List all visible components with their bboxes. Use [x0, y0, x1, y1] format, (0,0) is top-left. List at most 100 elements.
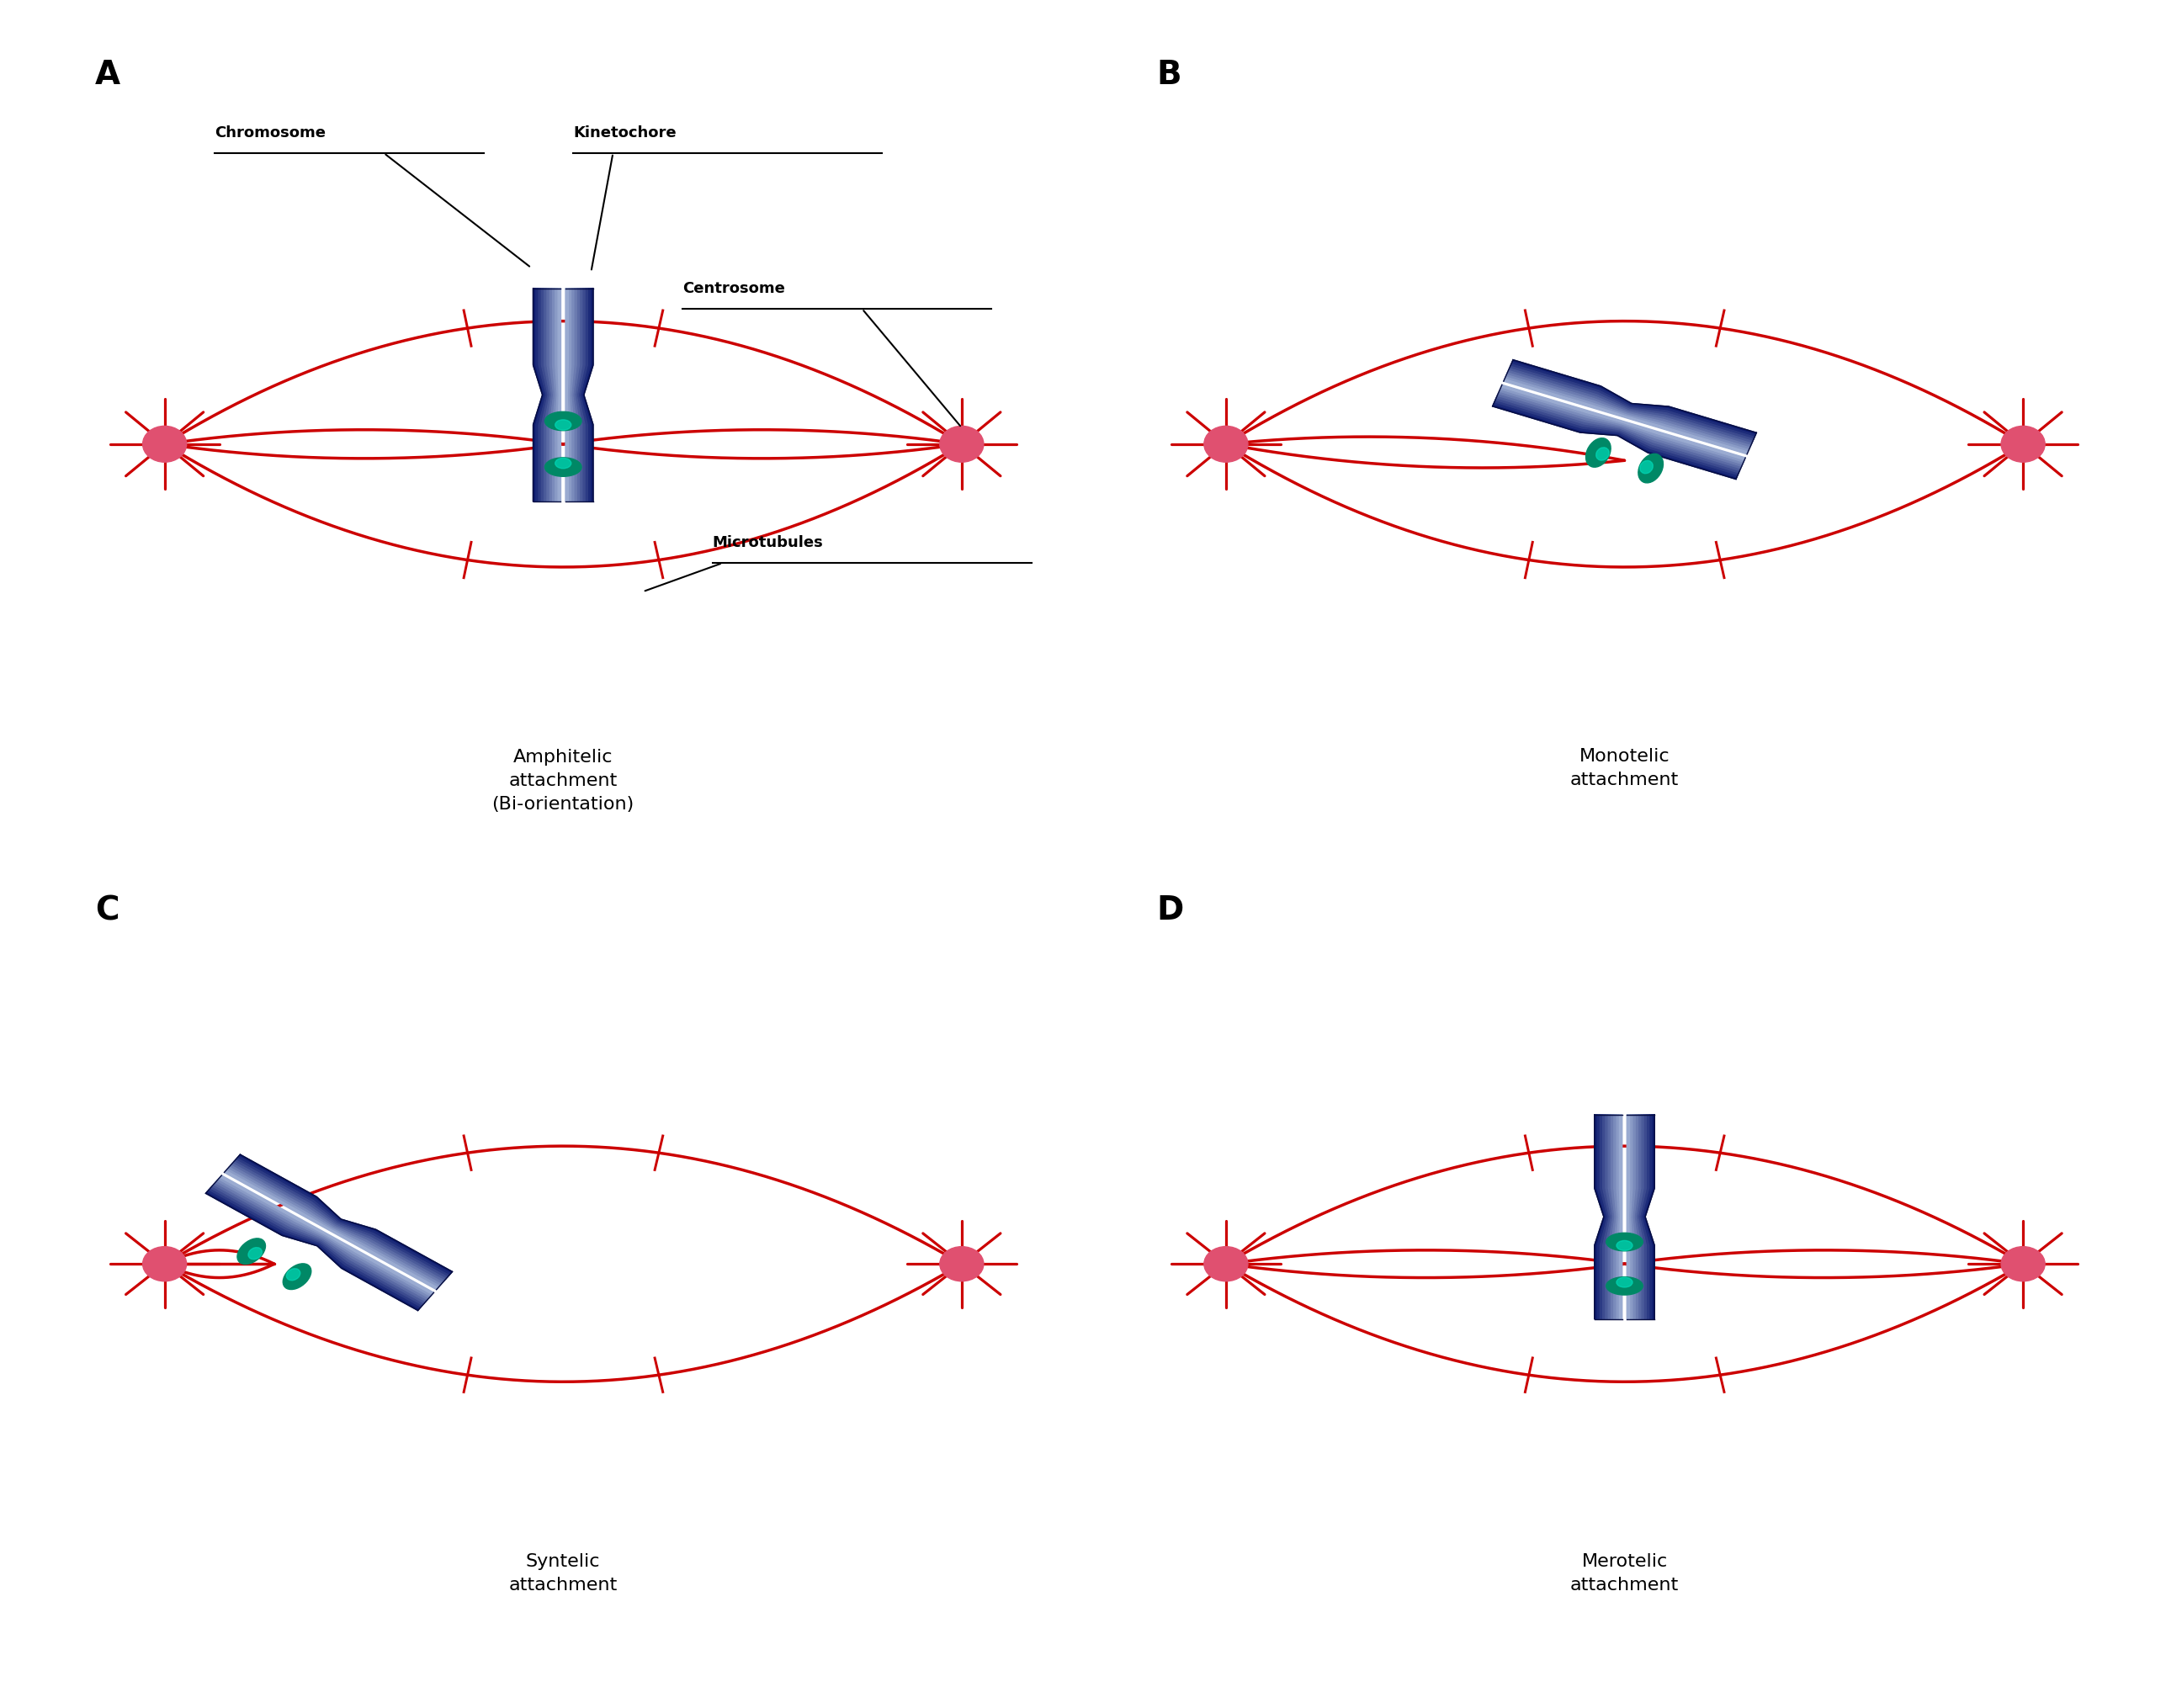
- Polygon shape: [227, 1167, 442, 1286]
- Polygon shape: [1501, 384, 1746, 459]
- Polygon shape: [1627, 1115, 1629, 1319]
- Polygon shape: [1501, 388, 1744, 463]
- Polygon shape: [214, 1182, 427, 1301]
- Polygon shape: [236, 1158, 448, 1278]
- Polygon shape: [1609, 1115, 1616, 1319]
- Ellipse shape: [1616, 1278, 1633, 1288]
- Polygon shape: [219, 1177, 433, 1296]
- Polygon shape: [570, 289, 574, 502]
- Circle shape: [2001, 425, 2045, 463]
- Polygon shape: [1492, 401, 1737, 477]
- Polygon shape: [1635, 1115, 1644, 1319]
- Polygon shape: [206, 1192, 420, 1310]
- Polygon shape: [572, 289, 576, 502]
- Polygon shape: [1605, 1115, 1614, 1319]
- Text: Amphitelic
attachment
(Bi-orientation): Amphitelic attachment (Bi-orientation): [492, 750, 635, 813]
- Polygon shape: [578, 289, 587, 502]
- Polygon shape: [1616, 1115, 1620, 1319]
- Polygon shape: [1499, 389, 1744, 465]
- Circle shape: [143, 425, 186, 463]
- Polygon shape: [1492, 405, 1737, 480]
- Ellipse shape: [286, 1269, 301, 1281]
- Polygon shape: [1594, 1115, 1605, 1319]
- Ellipse shape: [1607, 1233, 1642, 1250]
- Polygon shape: [225, 1170, 438, 1290]
- Circle shape: [1204, 425, 1248, 463]
- Polygon shape: [1620, 1115, 1622, 1319]
- Polygon shape: [234, 1160, 448, 1279]
- Polygon shape: [559, 289, 561, 502]
- Polygon shape: [1499, 391, 1744, 466]
- Circle shape: [940, 425, 983, 463]
- Text: Monotelic
attachment: Monotelic attachment: [1570, 748, 1679, 789]
- Polygon shape: [236, 1156, 451, 1276]
- Polygon shape: [1603, 1115, 1612, 1319]
- Polygon shape: [1495, 398, 1739, 473]
- Polygon shape: [225, 1168, 440, 1288]
- Polygon shape: [550, 289, 554, 502]
- Circle shape: [940, 1247, 983, 1281]
- Polygon shape: [1512, 360, 1757, 436]
- Polygon shape: [1642, 1115, 1653, 1319]
- Ellipse shape: [249, 1247, 262, 1259]
- Polygon shape: [535, 289, 546, 502]
- Text: C: C: [95, 895, 119, 927]
- Text: Kinetochore: Kinetochore: [574, 125, 676, 140]
- Polygon shape: [1497, 393, 1741, 468]
- Text: Chromosome: Chromosome: [214, 125, 325, 140]
- Polygon shape: [221, 1175, 433, 1295]
- Ellipse shape: [1586, 437, 1612, 468]
- Polygon shape: [230, 1165, 442, 1284]
- Text: Merotelic
attachment: Merotelic attachment: [1570, 1554, 1679, 1594]
- Polygon shape: [576, 289, 585, 502]
- Polygon shape: [1633, 1115, 1637, 1319]
- Polygon shape: [583, 289, 593, 502]
- Polygon shape: [238, 1155, 453, 1274]
- Polygon shape: [574, 289, 583, 502]
- Ellipse shape: [1640, 461, 1653, 473]
- Polygon shape: [1596, 1115, 1607, 1319]
- Polygon shape: [214, 1180, 429, 1300]
- Circle shape: [2001, 1247, 2045, 1281]
- Polygon shape: [1612, 1115, 1616, 1319]
- Polygon shape: [1512, 362, 1757, 437]
- Circle shape: [143, 1247, 186, 1281]
- Polygon shape: [217, 1179, 431, 1298]
- Text: A: A: [95, 58, 121, 91]
- Polygon shape: [1510, 366, 1754, 441]
- Polygon shape: [1640, 1115, 1648, 1319]
- Text: Syntelic
attachment: Syntelic attachment: [509, 1554, 617, 1594]
- Polygon shape: [533, 289, 544, 502]
- Polygon shape: [210, 1185, 425, 1305]
- Polygon shape: [1631, 1115, 1635, 1319]
- Polygon shape: [1633, 1115, 1640, 1319]
- Ellipse shape: [554, 420, 572, 430]
- Polygon shape: [1601, 1115, 1609, 1319]
- Polygon shape: [232, 1161, 446, 1281]
- Polygon shape: [1644, 1115, 1655, 1319]
- Polygon shape: [572, 289, 578, 502]
- Text: D: D: [1157, 895, 1183, 927]
- Polygon shape: [1629, 1115, 1633, 1319]
- Ellipse shape: [284, 1264, 312, 1290]
- Ellipse shape: [238, 1238, 266, 1264]
- Polygon shape: [1495, 400, 1739, 475]
- Polygon shape: [567, 289, 572, 502]
- Text: Microtubules: Microtubules: [713, 535, 823, 550]
- Polygon shape: [1637, 1115, 1646, 1319]
- Ellipse shape: [1616, 1240, 1633, 1250]
- Polygon shape: [208, 1190, 420, 1308]
- Ellipse shape: [1596, 447, 1609, 461]
- Polygon shape: [565, 289, 567, 502]
- Ellipse shape: [546, 458, 580, 477]
- Polygon shape: [548, 289, 554, 502]
- Polygon shape: [1508, 371, 1752, 446]
- Polygon shape: [544, 289, 552, 502]
- Text: Centrosome: Centrosome: [682, 280, 786, 295]
- Ellipse shape: [1637, 454, 1663, 483]
- Polygon shape: [230, 1163, 444, 1283]
- Polygon shape: [1505, 372, 1750, 447]
- Ellipse shape: [1607, 1278, 1642, 1295]
- Polygon shape: [539, 289, 548, 502]
- Polygon shape: [554, 289, 559, 502]
